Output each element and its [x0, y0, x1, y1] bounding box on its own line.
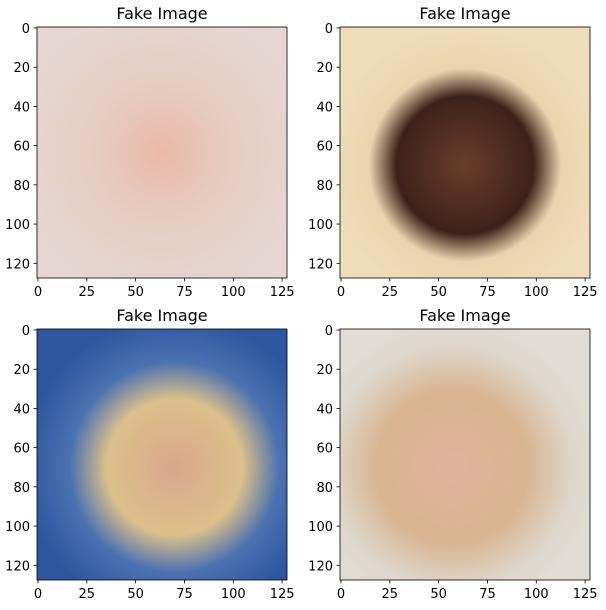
x-tick-label: 0 [34, 587, 42, 602]
x-tick-label: 25 [382, 587, 399, 602]
image [340, 27, 590, 278]
image [37, 329, 287, 580]
x-tick-label: 0 [337, 285, 345, 300]
x-tick-label: 100 [524, 587, 549, 602]
x-tick-label: 125 [573, 285, 598, 300]
x-tick-label: 100 [221, 285, 246, 300]
axes-frame [339, 328, 591, 581]
axes-title: Fake Image [116, 306, 207, 325]
x-tick-label: 75 [479, 285, 496, 300]
y-tick-label: 100 [5, 218, 30, 233]
axes-frame [36, 328, 288, 581]
image [37, 27, 287, 278]
x-tick-label: 75 [176, 587, 193, 602]
y-tick-label: 60 [13, 140, 30, 155]
x-tick-label: 25 [79, 285, 96, 300]
x-tick-label: 0 [34, 285, 42, 300]
y-tick-label: 20 [316, 363, 333, 378]
y-tick-label: 40 [316, 100, 333, 115]
x-tick-label: 50 [430, 285, 447, 300]
y-tick-label: 100 [308, 520, 333, 535]
y-tick-label: 0 [325, 324, 333, 339]
y-tick-label: 20 [13, 363, 30, 378]
y-tick-label: 120 [308, 559, 333, 574]
x-tick-label: 100 [524, 285, 549, 300]
y-tick-label: 60 [316, 140, 333, 155]
axes-title: Fake Image [419, 4, 510, 23]
y-tick-label: 120 [5, 559, 30, 574]
y-tick-label: 100 [308, 218, 333, 233]
axes-title: Fake Image [116, 4, 207, 23]
x-tick-label: 50 [127, 285, 144, 300]
x-tick-label: 75 [176, 285, 193, 300]
image [340, 329, 590, 580]
y-tick-label: 80 [316, 179, 333, 194]
y-tick-label: 40 [316, 402, 333, 417]
y-tick-label: 0 [325, 22, 333, 37]
y-tick-label: 60 [13, 442, 30, 457]
x-tick-label: 125 [270, 285, 295, 300]
y-tick-label: 80 [13, 481, 30, 496]
axes-frame [36, 26, 288, 279]
x-tick-label: 0 [337, 587, 345, 602]
x-tick-label: 125 [270, 587, 295, 602]
x-tick-label: 50 [127, 587, 144, 602]
y-tick-label: 60 [316, 442, 333, 457]
x-tick-label: 50 [430, 587, 447, 602]
x-tick-label: 125 [573, 587, 598, 602]
y-tick-label: 100 [5, 520, 30, 535]
x-tick-label: 75 [479, 587, 496, 602]
y-tick-label: 0 [22, 324, 30, 339]
y-tick-label: 80 [316, 481, 333, 496]
y-tick-label: 120 [5, 257, 30, 272]
y-tick-label: 80 [13, 179, 30, 194]
y-tick-label: 0 [22, 22, 30, 37]
y-tick-label: 20 [316, 61, 333, 76]
axes-frame [339, 26, 591, 279]
y-tick-label: 120 [308, 257, 333, 272]
y-tick-label: 40 [13, 100, 30, 115]
y-tick-label: 40 [13, 402, 30, 417]
y-tick-label: 20 [13, 61, 30, 76]
axes-title: Fake Image [419, 306, 510, 325]
x-tick-label: 25 [79, 587, 96, 602]
x-tick-label: 25 [382, 285, 399, 300]
x-tick-label: 100 [221, 587, 246, 602]
